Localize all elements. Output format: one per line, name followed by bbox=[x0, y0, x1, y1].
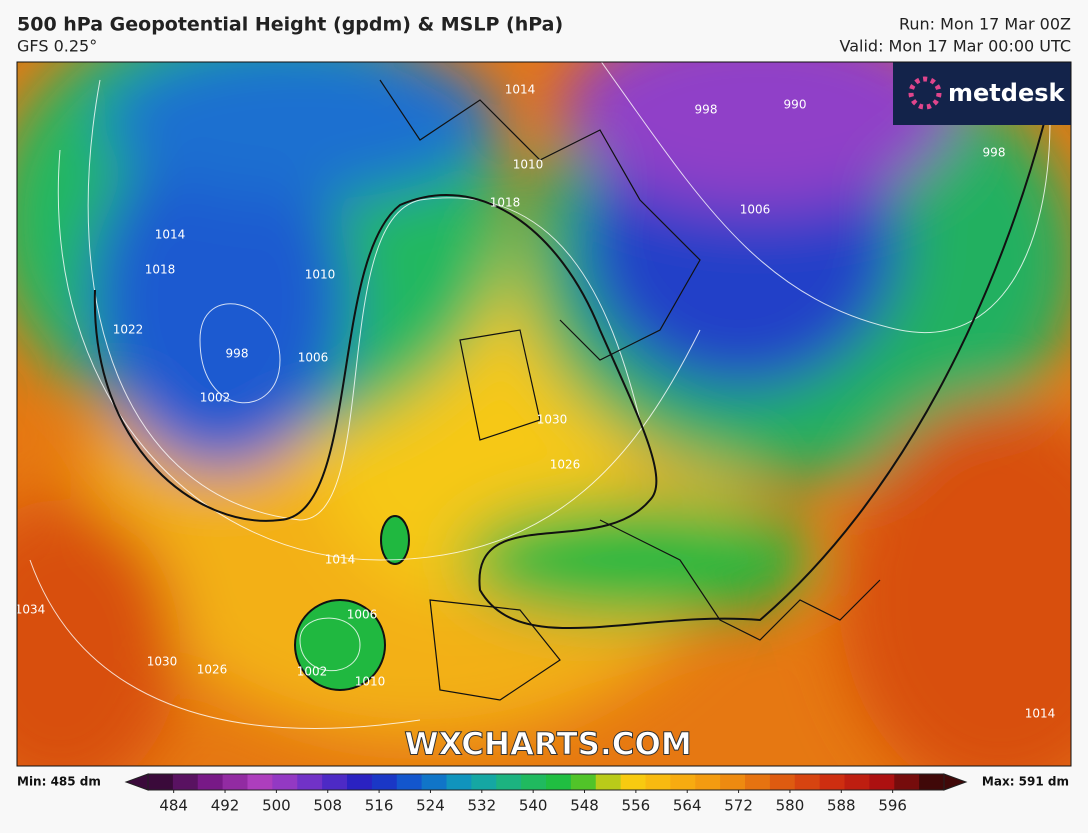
isobar-label: 1026 bbox=[550, 458, 581, 472]
legend-tick-label: 508 bbox=[313, 797, 342, 815]
legend-tick-label: 532 bbox=[467, 797, 496, 815]
isobar-label: 1010 bbox=[513, 158, 544, 172]
legend-max: Max: 591 dm bbox=[982, 775, 1069, 789]
legend-swatch bbox=[471, 774, 497, 790]
title: 500 hPa Geopotential Height (gpdm) & MSL… bbox=[17, 14, 563, 36]
isobar-label: 1014 bbox=[155, 228, 186, 242]
legend-tick-label: 572 bbox=[724, 797, 753, 815]
isobar-label: 1018 bbox=[490, 196, 521, 210]
isobar-label: 1030 bbox=[147, 655, 178, 669]
legend-swatch bbox=[247, 774, 273, 790]
isobar-label: 1010 bbox=[305, 268, 336, 282]
map: 998 1002 1006 1010 1014 1018 1022 1030 1026 1014 1… bbox=[15, 62, 1071, 766]
legend-swatch bbox=[595, 774, 622, 790]
isobar-label: 998 bbox=[695, 103, 718, 117]
isobar-label: 1014 bbox=[505, 83, 536, 97]
legend-swatch bbox=[272, 774, 298, 790]
isobar-label: 1010 bbox=[355, 675, 386, 689]
legend-swatch bbox=[347, 774, 373, 790]
isobar-label: 1018 bbox=[145, 263, 176, 277]
isobar-label: 1002 bbox=[297, 665, 328, 679]
legend-swatch bbox=[521, 774, 547, 790]
subtitle: GFS 0.25° bbox=[17, 37, 97, 56]
legend-swatch bbox=[695, 774, 721, 790]
legend-swatch bbox=[570, 774, 597, 790]
legend-swatch bbox=[869, 774, 895, 790]
valid-time: Valid: Mon 17 Mar 00:00 UTC bbox=[840, 37, 1071, 56]
isobar-label: 998 bbox=[226, 347, 249, 361]
legend-swatch bbox=[919, 774, 945, 790]
legend-swatch bbox=[446, 774, 472, 790]
isobar-label: 1006 bbox=[347, 608, 378, 622]
legend-tick-label: 492 bbox=[211, 797, 240, 815]
isobar-label: 1014 bbox=[325, 553, 356, 567]
isobar-label: 1006 bbox=[740, 203, 771, 217]
legend-swatch bbox=[620, 774, 646, 790]
legend-swatch bbox=[496, 774, 522, 790]
legend-tick-label: 516 bbox=[365, 797, 394, 815]
legend-tick-label: 524 bbox=[416, 797, 445, 815]
legend-swatch bbox=[670, 774, 696, 790]
isobar-label: 990 bbox=[784, 98, 807, 112]
legend-tick-label: 580 bbox=[776, 797, 805, 815]
isobar-label: 1030 bbox=[537, 413, 568, 427]
legend-tick-label: 484 bbox=[159, 797, 188, 815]
run-time: Run: Mon 17 Mar 00Z bbox=[899, 15, 1071, 34]
legend-swatch bbox=[546, 774, 572, 790]
legend-min: Min: 485 dm bbox=[17, 775, 101, 789]
legend-swatch bbox=[745, 774, 771, 790]
isobar-label: 1006 bbox=[298, 351, 329, 365]
legend-swatch bbox=[844, 774, 870, 790]
legend-tick-label: 500 bbox=[262, 797, 291, 815]
legend-swatch bbox=[371, 774, 398, 790]
legend-swatch bbox=[396, 774, 423, 790]
logo-text: metdesk bbox=[948, 79, 1066, 107]
isobar-label: 1026 bbox=[197, 663, 228, 677]
legend-swatch bbox=[322, 774, 348, 790]
watermark: WXCHARTS.COM bbox=[404, 727, 691, 763]
legend-swatch bbox=[222, 774, 248, 790]
isobar-label: 1034 bbox=[15, 603, 46, 617]
legend-swatch bbox=[297, 774, 323, 790]
logo-box bbox=[893, 62, 1071, 125]
logo-icon bbox=[908, 76, 942, 110]
legend-tick-label: 540 bbox=[519, 797, 548, 815]
legend-swatch bbox=[421, 774, 447, 790]
legend-swatch bbox=[720, 774, 746, 790]
legend-tick-label: 564 bbox=[673, 797, 702, 815]
legend-tick-label: 556 bbox=[622, 797, 651, 815]
legend-tick-label: 596 bbox=[878, 797, 907, 815]
legend-swatch bbox=[172, 774, 199, 790]
legend-swatch bbox=[794, 774, 821, 790]
legend-swatch bbox=[769, 774, 796, 790]
legend-swatch bbox=[819, 774, 845, 790]
legend-swatch bbox=[645, 774, 671, 790]
isobar-label: 1022 bbox=[113, 323, 144, 337]
legend-swatch bbox=[197, 774, 224, 790]
map-frame bbox=[16, 61, 1072, 767]
isobar-label: 1002 bbox=[200, 391, 231, 405]
legend-tick-label: 588 bbox=[827, 797, 856, 815]
legend-swatch bbox=[148, 774, 174, 790]
legend-swatch bbox=[894, 774, 920, 790]
isobar-label: 1014 bbox=[1025, 707, 1056, 721]
legend-frame bbox=[147, 773, 945, 791]
isobar-label: 998 bbox=[983, 146, 1006, 160]
legend-tick-label: 548 bbox=[570, 797, 599, 815]
